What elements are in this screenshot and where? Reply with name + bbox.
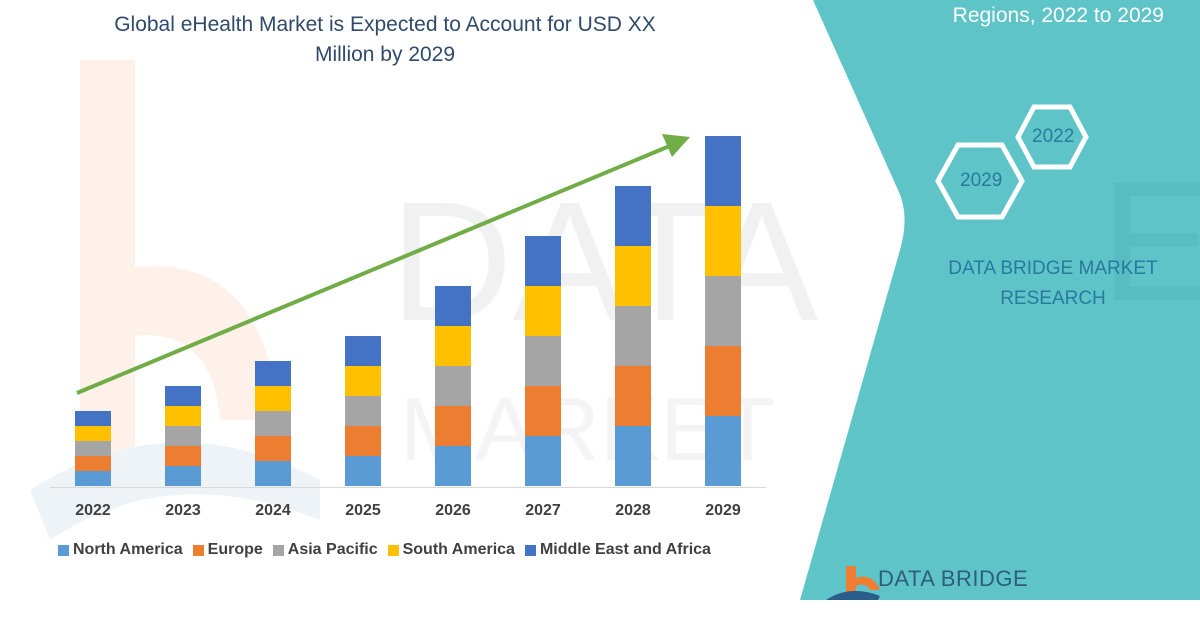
bar-segment	[705, 206, 741, 276]
bar-segment	[435, 326, 471, 366]
right-heading: Regions, 2022 to 2029	[952, 4, 1164, 27]
bar-segment	[75, 456, 111, 471]
bar-segment	[165, 446, 201, 466]
bar-segment	[165, 426, 201, 446]
bar-segment	[705, 136, 741, 206]
chart-title: Global eHealth Market is Expected to Acc…	[70, 10, 700, 70]
teal-side-panel: E	[800, 0, 1200, 600]
bar-segment	[345, 366, 381, 396]
bar-segment	[75, 426, 111, 441]
bar-segment	[255, 361, 291, 386]
legend-item: North America	[58, 541, 183, 559]
bar-segment	[435, 446, 471, 486]
x-axis-label: 2029	[705, 502, 741, 519]
x-axis-label: 2023	[165, 502, 201, 519]
x-axis-label: 2025	[345, 502, 381, 519]
x-axis-label: 2024	[255, 502, 291, 519]
bar-segment	[705, 276, 741, 346]
hexagon-label-2022: 2022	[1032, 126, 1075, 147]
legend-swatch-icon	[58, 544, 69, 556]
bar-segment	[75, 411, 111, 426]
bar-segment	[255, 386, 291, 411]
title-line-2: Million by 2029	[314, 43, 456, 66]
bar-segment	[615, 246, 651, 306]
legend-label: Asia Pacific	[287, 541, 378, 558]
bar-segment	[615, 186, 651, 246]
bar-segment	[615, 426, 651, 486]
bar-segment	[525, 336, 561, 386]
bar-segment	[75, 471, 111, 486]
bar-segment	[525, 386, 561, 436]
bar-segment	[165, 406, 201, 426]
brand-name-line-1: DATA BRIDGE MARKET	[948, 258, 1158, 279]
bar-segment	[615, 306, 651, 366]
legend-swatch-icon	[192, 544, 204, 556]
bar-segment	[255, 461, 291, 486]
bar-segment	[255, 436, 291, 461]
logo-text: DATA BRIDGE	[878, 566, 1029, 591]
bar-segment	[705, 416, 741, 486]
hexagon-2022-icon	[1015, 104, 1089, 170]
bar-segment	[615, 366, 651, 426]
bar-segment	[525, 236, 561, 286]
bar-segment	[255, 411, 291, 436]
brand-name-line-2: RESEARCH	[1000, 288, 1106, 309]
legend-item: Middle East and Africa	[524, 541, 711, 559]
bar-segment	[435, 286, 471, 326]
bar-segment	[165, 386, 201, 406]
svg-text:E: E	[1100, 147, 1200, 337]
bar-segment	[345, 396, 381, 426]
bar-segment	[345, 336, 381, 366]
bar-segment	[435, 366, 471, 406]
x-axis-label: 2028	[615, 502, 651, 519]
legend-item: Asia Pacific	[272, 541, 378, 559]
bar-segment	[525, 436, 561, 486]
legend-swatch-icon	[272, 544, 284, 556]
bar-segment	[75, 441, 111, 456]
legend-label: North America	[73, 541, 183, 558]
bar-segment	[525, 286, 561, 336]
bar-segment	[435, 406, 471, 446]
brand-name: DATA BRIDGE MARKET RESEARCH	[930, 254, 1176, 314]
legend-swatch-icon	[387, 544, 399, 556]
chart-legend: North America Europe Asia Pacific South Ame…	[58, 541, 711, 559]
x-axis-label: 2022	[75, 502, 111, 519]
legend-label: Europe	[207, 541, 263, 558]
hexagon-label-2029: 2029	[960, 170, 1003, 191]
bar-segment	[345, 456, 381, 486]
x-axis-label: 2027	[525, 502, 561, 519]
title-line-1: Global eHealth Market is Expected to Acc…	[114, 13, 656, 36]
legend-swatch-icon	[524, 544, 536, 556]
x-axis-line	[50, 487, 766, 488]
bar-segment	[345, 426, 381, 456]
x-axis-label: 2026	[435, 502, 471, 519]
bar-segment	[705, 346, 741, 416]
legend-item: Europe	[192, 541, 263, 559]
legend-label: South America	[402, 541, 515, 558]
legend-item: South America	[387, 541, 515, 559]
hexagon-2029-icon	[935, 142, 1025, 220]
legend-label: Middle East and Africa	[539, 541, 711, 558]
bar-segment	[165, 466, 201, 486]
